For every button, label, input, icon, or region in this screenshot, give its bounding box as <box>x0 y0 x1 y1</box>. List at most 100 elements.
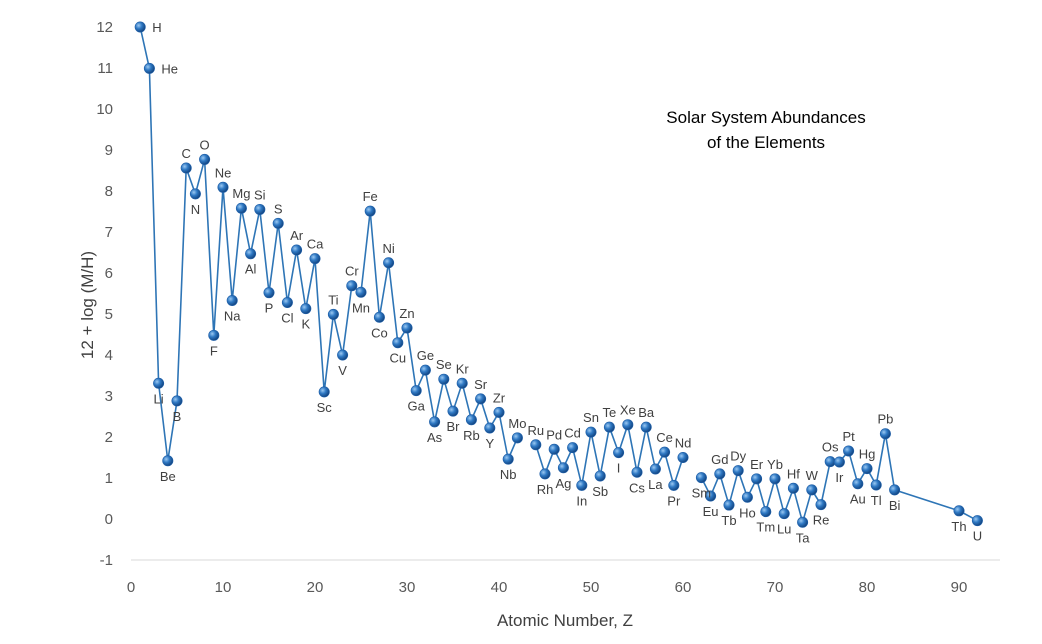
y-tick-label: 12 <box>96 19 113 36</box>
x-tick-label: 0 <box>127 579 135 596</box>
data-point-as <box>429 416 441 428</box>
data-point-tl <box>870 479 882 491</box>
element-label-n: N <box>191 202 200 217</box>
element-label-be: Be <box>160 469 176 484</box>
y-tick-label: 8 <box>105 183 113 200</box>
data-point-eu <box>705 490 717 502</box>
element-label-sb: Sb <box>592 484 608 499</box>
data-point-kr <box>456 377 468 389</box>
element-label-cu: Cu <box>389 351 406 366</box>
element-label-p: P <box>265 301 274 316</box>
data-point-te <box>603 421 615 433</box>
data-point-w <box>806 484 818 496</box>
data-point-hg <box>861 463 873 475</box>
data-point-sb <box>594 470 606 482</box>
element-label-al: Al <box>245 262 257 277</box>
element-label-s: S <box>274 201 283 216</box>
element-label-li: Li <box>154 391 164 406</box>
data-point-nd <box>677 451 689 463</box>
element-label-ba: Ba <box>638 405 655 420</box>
element-label-cr: Cr <box>345 264 359 279</box>
element-label-nd: Nd <box>675 436 692 451</box>
data-point-tb <box>723 499 735 511</box>
element-label-ir: Ir <box>835 470 844 485</box>
data-point-c <box>180 162 192 174</box>
data-point-ne <box>217 181 229 193</box>
element-label-w: W <box>806 468 819 483</box>
element-label-yb: Yb <box>767 457 783 472</box>
element-label-sn: Sn <box>583 410 599 425</box>
element-label-ni: Ni <box>382 241 394 256</box>
data-point-bi <box>889 484 901 496</box>
x-tick-label: 10 <box>215 579 232 596</box>
element-label-zr: Zr <box>493 390 506 405</box>
data-point-v <box>337 349 349 361</box>
y-tick-label: 0 <box>105 511 113 528</box>
element-label-tb: Tb <box>721 513 736 528</box>
element-label-te: Te <box>603 405 617 420</box>
element-label-cl: Cl <box>281 311 293 326</box>
element-label-in: In <box>576 493 587 508</box>
data-point-mg <box>235 202 247 214</box>
element-label-ga: Ga <box>408 399 426 414</box>
element-label-cs: Cs <box>629 480 645 495</box>
x-tick-label: 30 <box>399 579 416 596</box>
data-point-se <box>438 373 450 385</box>
element-label-tl: Tl <box>871 493 882 508</box>
data-point-th <box>953 505 965 517</box>
element-label-mn: Mn <box>352 300 370 315</box>
element-label-pr: Pr <box>667 493 681 508</box>
data-point-ru <box>530 439 542 451</box>
element-label-la: La <box>648 477 663 492</box>
data-point-hf <box>787 482 799 494</box>
element-label-dy: Dy <box>730 449 746 464</box>
element-label-cd: Cd <box>564 426 581 441</box>
x-tick-label: 20 <box>307 579 324 596</box>
data-point-br <box>447 405 459 417</box>
element-label-kr: Kr <box>456 361 470 376</box>
data-point-cr <box>346 280 358 292</box>
y-tick-label: 6 <box>105 265 113 282</box>
data-point-ge <box>419 364 431 376</box>
data-point-co <box>373 311 385 323</box>
data-point-ce <box>659 446 671 458</box>
element-label-mg: Mg <box>232 186 250 201</box>
element-label-pb: Pb <box>877 412 893 427</box>
element-label-re: Re <box>813 513 830 528</box>
data-point-f <box>208 329 220 341</box>
y-tick-label: 7 <box>105 224 113 241</box>
element-label-ar: Ar <box>290 228 304 243</box>
y-tick-label: 4 <box>105 347 113 364</box>
chart-title-line-2: of the Elements <box>707 133 825 152</box>
data-point-pd <box>548 443 560 455</box>
data-point-au <box>852 478 864 490</box>
data-point-pr <box>668 479 680 491</box>
data-point-b <box>171 395 183 407</box>
data-point-ta <box>797 516 809 528</box>
element-label-au: Au <box>850 492 866 507</box>
y-tick-label: 9 <box>105 142 113 159</box>
element-label-ce: Ce <box>656 430 673 445</box>
y-tick-label: 5 <box>105 306 113 323</box>
data-point-sn <box>585 426 597 438</box>
data-point-mn <box>355 286 367 298</box>
element-label-ta: Ta <box>796 530 811 545</box>
x-tick-label: 50 <box>583 579 600 596</box>
data-point-ba <box>640 421 652 433</box>
data-point-u <box>971 515 983 527</box>
data-point-yb <box>769 473 781 485</box>
element-label-eu: Eu <box>703 504 719 519</box>
element-label-co: Co <box>371 325 388 340</box>
element-label-bi: Bi <box>889 498 901 513</box>
element-label-y: Y <box>485 436 494 451</box>
data-point-sc <box>318 386 330 398</box>
y-tick-label: 10 <box>96 101 113 118</box>
element-label-pt: Pt <box>842 429 855 444</box>
data-point-ti <box>327 308 339 320</box>
element-label-zn: Zn <box>399 306 414 321</box>
element-label-ru: Ru <box>527 423 544 438</box>
element-label-br: Br <box>447 419 461 434</box>
data-point-rb <box>465 414 477 426</box>
